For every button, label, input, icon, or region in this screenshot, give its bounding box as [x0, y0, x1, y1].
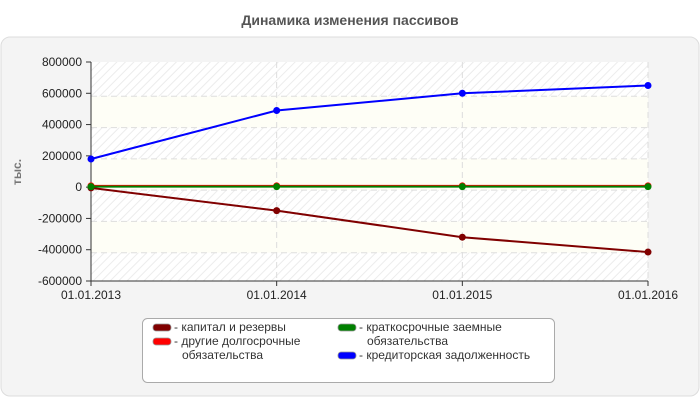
- legend-label: - кредиторская задолженность: [359, 348, 530, 362]
- legend-swatch: [152, 337, 172, 346]
- y-tick-label: -400000: [38, 243, 82, 257]
- x-tick-label: 01.01.2014: [247, 288, 307, 302]
- y-tick-label: 600000: [42, 86, 82, 100]
- series-lines: [87, 81, 652, 256]
- data-point[interactable]: [644, 248, 652, 256]
- series-line: [87, 81, 652, 163]
- chart-title: Динамика изменения пассивов: [241, 12, 459, 28]
- legend-swatch: [152, 323, 172, 332]
- data-point[interactable]: [458, 89, 466, 97]
- data-point[interactable]: [273, 106, 281, 114]
- x-tick-label: 01.01.2016: [618, 288, 678, 302]
- legend: - капитал и резервы- другие долгосрочные…: [142, 318, 555, 383]
- series-line: [87, 183, 652, 191]
- y-axis-title: тыс.: [10, 159, 24, 185]
- data-point[interactable]: [644, 183, 652, 191]
- legend-swatch: [337, 323, 357, 332]
- y-tick-label: -600000: [38, 274, 82, 288]
- y-tick-label: 0: [75, 180, 82, 194]
- legend-label: - капитал и резервы: [174, 320, 286, 334]
- data-point[interactable]: [458, 183, 466, 191]
- legend-item[interactable]: - капитал и резервы: [152, 320, 286, 334]
- y-tick-label: 800000: [42, 55, 82, 69]
- x-tick-label: 01.01.2013: [61, 288, 121, 302]
- legend-label: обязательства: [182, 348, 263, 362]
- data-point[interactable]: [87, 155, 95, 163]
- legend-label: - краткосрочные заемные: [359, 320, 502, 334]
- y-tick-label: 400000: [42, 118, 82, 132]
- plot-area: [91, 62, 649, 281]
- x-axis-ticks: 01.01.2013 01.01.2014 01.01.2015 01.01.2016: [61, 281, 678, 302]
- legend-swatch: [337, 351, 357, 360]
- data-point[interactable]: [273, 207, 281, 215]
- y-tick-label: 200000: [42, 149, 82, 163]
- x-tick-label: 01.01.2015: [432, 288, 492, 302]
- y-axis-ticks: 800000 600000 400000 200000 0 -200000 -400000 -…: [38, 55, 91, 288]
- legend-label: обязательства: [367, 334, 448, 348]
- data-point[interactable]: [273, 183, 281, 191]
- legend-label: - другие долгосрочные: [174, 334, 301, 348]
- y-tick-label: -200000: [38, 211, 82, 225]
- data-point[interactable]: [87, 183, 95, 191]
- data-point[interactable]: [458, 233, 466, 241]
- legend-item[interactable]: - кредиторская задолженность: [337, 348, 530, 362]
- data-point[interactable]: [644, 81, 652, 89]
